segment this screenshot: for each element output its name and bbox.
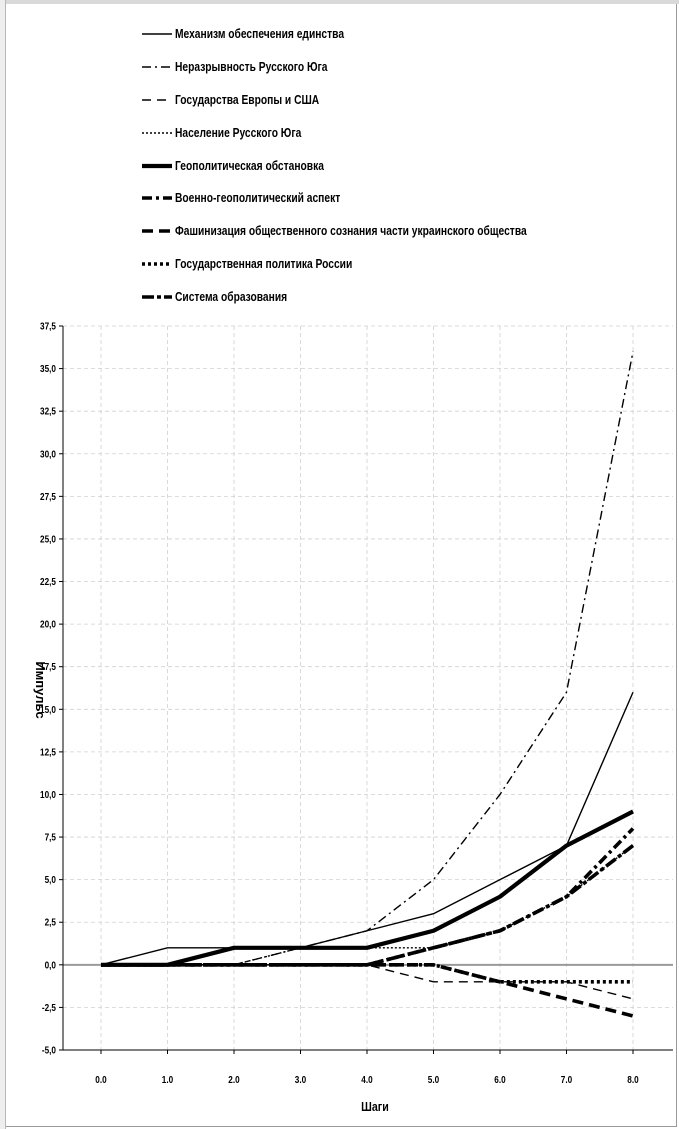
x-tick-label: 3.0 [295, 1074, 306, 1085]
y-tick-label: -5,0 [42, 1045, 56, 1056]
legend-swatch [142, 229, 172, 233]
x-tick-label: 7.0 [561, 1074, 572, 1085]
legend-item: Государственная политика России [140, 248, 604, 281]
y-tick-label: 32,5 [40, 406, 56, 417]
x-tick-label: 2.0 [228, 1074, 239, 1085]
legend-item: Механизм обеспечения единства [140, 18, 604, 51]
legend-swatch [142, 196, 172, 201]
legend-label: Государственная политика России [175, 256, 353, 271]
legend-item: Неразрывность Русского Юга [140, 51, 604, 84]
x-tick-label: 6.0 [494, 1074, 505, 1085]
legend-swatch [142, 99, 172, 101]
y-tick-label: 0,0 [45, 960, 56, 971]
y-tick-label: 25,0 [40, 534, 56, 545]
legend-item: Геополитическая обстановка [140, 149, 604, 182]
legend-swatch [142, 294, 172, 299]
series-line [101, 844, 635, 967]
y-tick-label: 37,5 [40, 321, 56, 332]
legend-label: Военно-геополитический аспект [175, 191, 341, 206]
y-tick-label: 5,0 [45, 874, 56, 885]
y-tick-label: -2,5 [42, 1002, 56, 1013]
legend-label: Население Русского Юга [175, 125, 302, 140]
legend-label: Геополитическая обстановка [175, 158, 324, 173]
x-axis-title: Шаги [361, 1099, 389, 1114]
chart-legend: Механизм обеспечения единства Неразрывно… [140, 18, 604, 313]
legend-label: Фашинизация общественного сознания части… [175, 224, 527, 239]
legend-item: Система образования [140, 280, 604, 313]
x-tick-label: 0.0 [95, 1074, 106, 1085]
series-line [101, 809, 634, 967]
legend-item: Фашинизация общественного сознания части… [140, 215, 604, 248]
legend-item: Военно-геополитический аспект [140, 182, 604, 215]
y-axis-title: Импульс [33, 661, 48, 718]
legend-label: Механизм обеспечения единства [175, 27, 345, 42]
x-tick-label: 1.0 [162, 1074, 173, 1085]
y-tick-label: 22,5 [40, 576, 56, 587]
y-tick-label: 2,5 [45, 917, 56, 928]
legend-label: Система образования [175, 289, 288, 304]
y-tick-label: 15,0 [40, 704, 56, 715]
y-tick-label: 17,5 [40, 661, 56, 672]
legend-swatch [142, 66, 172, 68]
legend-label: Неразрывность Русского Юга [175, 60, 328, 75]
legend-item: Государства Европы и США [140, 84, 604, 117]
y-tick-label: 35,0 [40, 363, 56, 374]
y-tick-label: 30,0 [40, 449, 56, 460]
y-tick-label: 12,5 [40, 747, 56, 758]
legend-swatch [142, 132, 172, 134]
legend-swatch [142, 33, 172, 36]
y-tick-label: 7,5 [45, 832, 56, 843]
y-tick-label: 20,0 [40, 619, 56, 630]
legend-label: Государства Европы и США [175, 92, 320, 107]
x-tick-label: 4.0 [361, 1074, 372, 1085]
legend-swatch [142, 262, 172, 266]
legend-item: Население Русского Юга [140, 116, 604, 149]
y-tick-label: 10,0 [40, 789, 56, 800]
window-left-border [0, 0, 6, 1129]
x-tick-label: 8.0 [627, 1074, 638, 1085]
window-top-border [0, 0, 679, 4]
legend-swatch [142, 163, 172, 168]
x-tick-label: 5.0 [428, 1074, 439, 1085]
y-tick-label: 27,5 [40, 491, 56, 502]
series-line [101, 351, 634, 966]
